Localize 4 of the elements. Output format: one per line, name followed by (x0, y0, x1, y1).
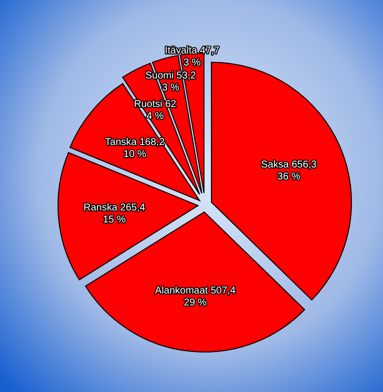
slice-label: Ranska 265,4 15 % (83, 202, 146, 226)
slice-label: Alankomaat 507,4 29 % (154, 285, 236, 308)
slice-label: Itävalta 47,7 3 % (164, 46, 220, 69)
slice-label: Saksa 656,3 36 % (261, 160, 318, 183)
